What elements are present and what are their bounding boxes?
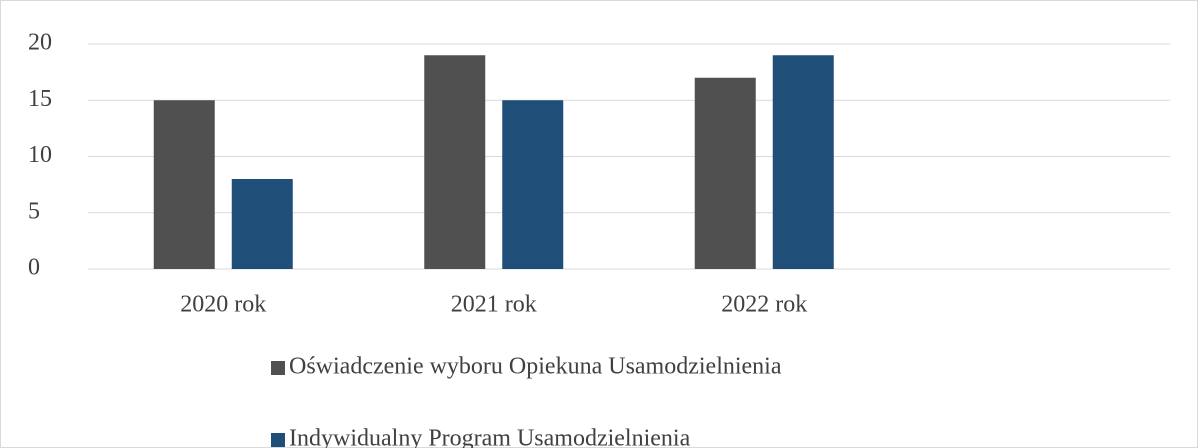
y-tick-label: 10 [28,142,52,168]
legend-swatch [271,433,285,447]
bar [231,179,293,269]
x-tick-label: 2020 rok [180,292,266,318]
y-tick-label: 5 [28,198,40,224]
legend-label: Oświadczenie wyboru Opiekuna Usamodzieln… [289,354,782,380]
legend-swatch [271,361,285,375]
x-tick-label: 2022 rok [721,292,807,318]
bar [424,55,486,269]
bar [502,100,564,269]
y-tick-label: 0 [28,255,40,281]
y-tick-label: 15 [28,86,52,112]
bar [153,100,215,269]
legend-label: Indywidualny Program Usamodzielnienia [289,426,691,448]
y-tick-label: 20 [28,30,52,56]
x-tick-label: 2021 rok [451,292,537,318]
bar [694,77,756,269]
bar [772,55,834,269]
